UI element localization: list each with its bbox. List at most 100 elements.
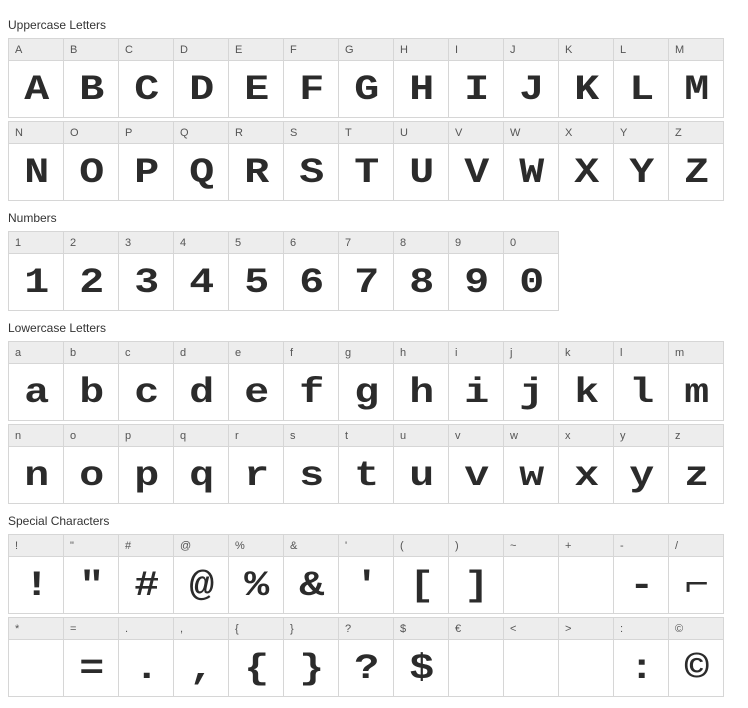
glyph-cell-header: &: [284, 535, 338, 557]
glyph-cell-body: S: [284, 144, 338, 200]
glyph-cell-body: s: [284, 447, 338, 503]
glyph-cell-header: U: [394, 122, 448, 144]
glyph-cell: VV: [448, 121, 504, 201]
glyph: ": [79, 565, 103, 606]
glyph-cell-header: r: [229, 425, 283, 447]
glyph-cell: '': [338, 534, 394, 614]
glyph-cell-header: 3: [119, 232, 173, 254]
glyph-cell: }}: [283, 617, 339, 697]
glyph: !: [24, 565, 48, 606]
glyph: 2: [79, 262, 103, 303]
glyph: s: [299, 455, 323, 496]
glyph-cell-body: W: [504, 144, 558, 200]
glyph-cell-header: ?: [339, 618, 393, 640]
glyph-cell-body: ©: [669, 640, 723, 696]
glyph-cell-body: f: [284, 364, 338, 420]
glyph-cell-body: $: [394, 640, 448, 696]
glyph-cell-header: Q: [174, 122, 228, 144]
glyph-cell-body: G: [339, 61, 393, 117]
glyph-cell-body: v: [449, 447, 503, 503]
glyph-cell-body: d: [174, 364, 228, 420]
glyph-cell: 00: [503, 231, 559, 311]
glyph-cell: KK: [558, 38, 614, 118]
glyph: L: [629, 69, 653, 110]
glyph: E: [244, 69, 268, 110]
glyph-cell-body: 9: [449, 254, 503, 310]
glyph-cell-header: 5: [229, 232, 283, 254]
glyph-cell-body: 1: [9, 254, 63, 310]
glyph-cell-body: j: [504, 364, 558, 420]
glyph-row: nnooppqqrrssttuuvvwwxxyyzz: [8, 424, 740, 504]
glyph-cell-header: T: [339, 122, 393, 144]
glyph-cell-body: :: [614, 640, 668, 696]
glyph-cell: ==: [63, 617, 119, 697]
glyph: ?: [354, 648, 378, 689]
glyph-cell-header: 2: [64, 232, 118, 254]
glyph-cell-header: ©: [669, 618, 723, 640]
glyph: ]: [464, 565, 488, 606]
glyph: =: [79, 648, 103, 689]
glyph-cell-body: 2: [64, 254, 118, 310]
glyph-cell-body: u: [394, 447, 448, 503]
glyph-cell-header: %: [229, 535, 283, 557]
glyph-cell-header: :: [614, 618, 668, 640]
glyph-cell: uu: [393, 424, 449, 504]
glyph-cell: dd: [173, 341, 229, 421]
glyph-cell-header: J: [504, 39, 558, 61]
glyph-cell-header: 8: [394, 232, 448, 254]
glyph-cell: yy: [613, 424, 669, 504]
glyph: }: [299, 648, 323, 689]
glyph-cell-header: p: [119, 425, 173, 447]
glyph-cell: MM: [668, 38, 724, 118]
glyph-cell-body: L: [614, 61, 668, 117]
glyph-cell-header: B: [64, 39, 118, 61]
glyph-cell-header: 9: [449, 232, 503, 254]
glyph-cell: ZZ: [668, 121, 724, 201]
glyph-cell-header: X: [559, 122, 613, 144]
glyph: f: [299, 372, 323, 413]
glyph-cell: vv: [448, 424, 504, 504]
glyph-cell-header: f: [284, 342, 338, 364]
glyph-cell: gg: [338, 341, 394, 421]
glyph-cell-header: @: [174, 535, 228, 557]
glyph-cell-header: j: [504, 342, 558, 364]
glyph: %: [244, 565, 268, 606]
glyph: 4: [189, 262, 213, 303]
glyph-cell-body: C: [119, 61, 173, 117]
glyph-cell-header: #: [119, 535, 173, 557]
glyph-cell-body: M: [669, 61, 723, 117]
glyph-cell: ??: [338, 617, 394, 697]
glyph-cell-header: !: [9, 535, 63, 557]
glyph-cell-header: a: [9, 342, 63, 364]
glyph-cell-header: b: [64, 342, 118, 364]
glyph-cell-body: K: [559, 61, 613, 117]
glyph-cell: TT: [338, 121, 394, 201]
glyph-cell-body: {: [229, 640, 283, 696]
glyph-cell: SS: [283, 121, 339, 201]
glyph-cell-body: A: [9, 61, 63, 117]
glyph-cell: UU: [393, 121, 449, 201]
glyph-cell-body: =: [64, 640, 118, 696]
glyph-cell: 88: [393, 231, 449, 311]
glyph-cell-header: h: [394, 342, 448, 364]
glyph: k: [574, 372, 598, 413]
glyph-cell: kk: [558, 341, 614, 421]
glyph-cell-header: g: [339, 342, 393, 364]
glyph-cell-header: N: [9, 122, 63, 144]
glyph-cell-body: X: [559, 144, 613, 200]
glyph-cell: ,,: [173, 617, 229, 697]
glyph: o: [79, 455, 103, 496]
glyph: G: [354, 69, 378, 110]
glyph-cell-header: €: [449, 618, 503, 640]
glyph: &: [299, 565, 323, 606]
glyph-cell-body: k: [559, 364, 613, 420]
glyph-row: AABBCCDDEEFFGGHHIIJJKKLLMM: [8, 38, 740, 118]
glyph-cell-body: 8: [394, 254, 448, 310]
section-title: Numbers: [8, 211, 740, 225]
glyph-cell-body: R: [229, 144, 283, 200]
glyph-cell: 66: [283, 231, 339, 311]
section-title: Uppercase Letters: [8, 18, 740, 32]
glyph: #: [134, 565, 158, 606]
glyph: w: [519, 455, 543, 496]
glyph-cell-header: c: [119, 342, 173, 364]
